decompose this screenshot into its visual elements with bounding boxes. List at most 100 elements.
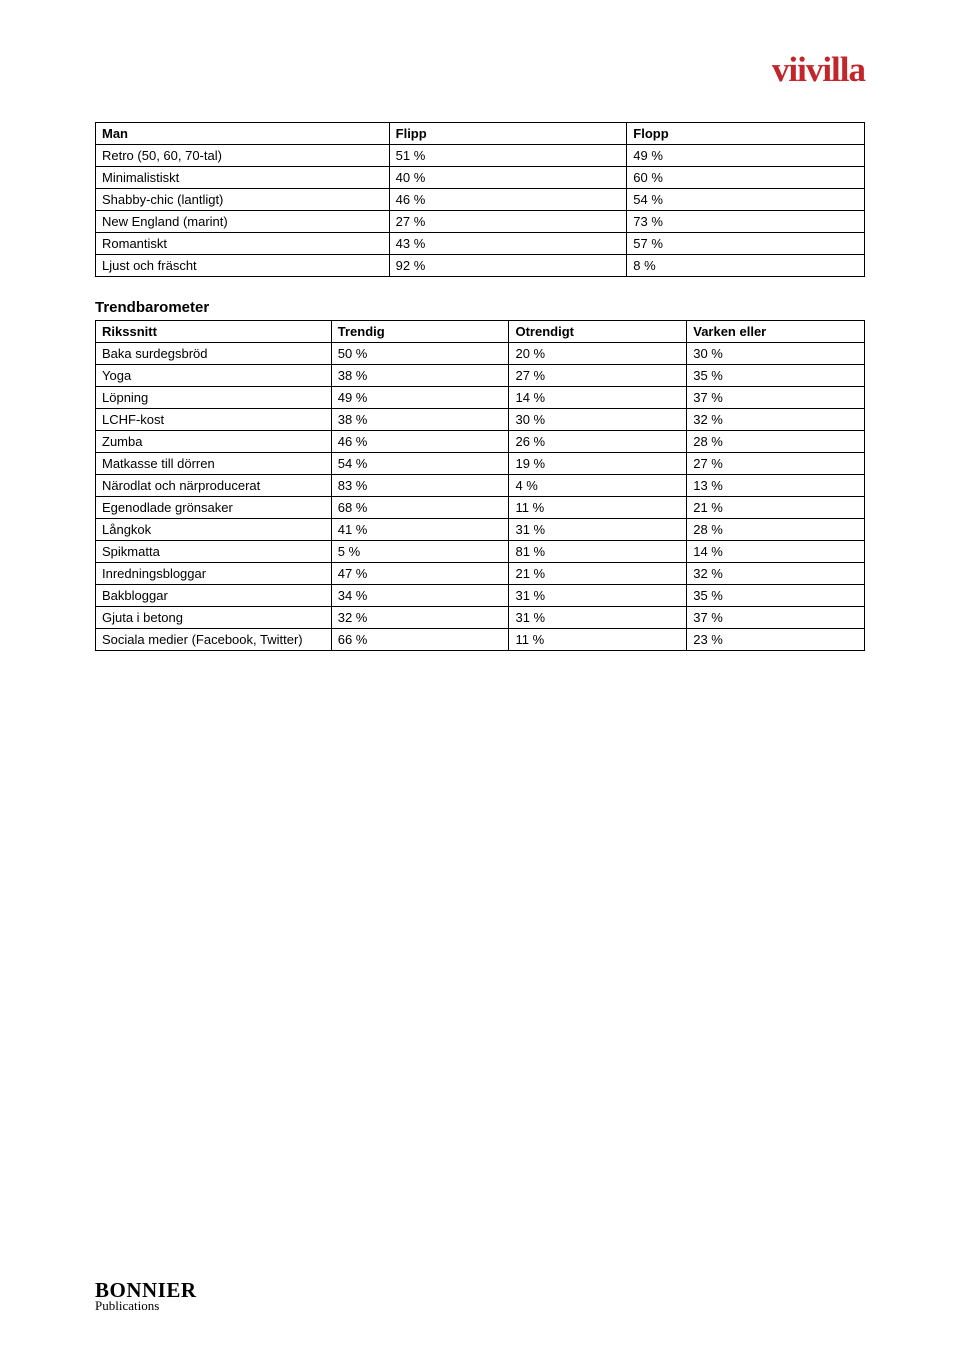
table-row: Spikmatta5 %81 %14 %: [96, 541, 865, 563]
table-cell: Romantiskt: [96, 233, 390, 255]
table-b-col1: Trendig: [331, 321, 509, 343]
table-b-col2: Otrendigt: [509, 321, 687, 343]
table-cell: 21 %: [687, 497, 865, 519]
table-cell: Shabby-chic (lantligt): [96, 189, 390, 211]
table-row: Zumba46 %26 %28 %: [96, 431, 865, 453]
table-row: Yoga38 %27 %35 %: [96, 365, 865, 387]
table-cell: 31 %: [509, 607, 687, 629]
table-row: Baka surdegsbröd50 %20 %30 %: [96, 343, 865, 365]
table-cell: 81 %: [509, 541, 687, 563]
table-cell: 30 %: [687, 343, 865, 365]
table-cell: 21 %: [509, 563, 687, 585]
table-cell: 32 %: [687, 409, 865, 431]
table-cell: 35 %: [687, 365, 865, 387]
table-row: Ljust och fräscht92 %8 %: [96, 255, 865, 277]
table-cell: 30 %: [509, 409, 687, 431]
footer-logo-line2: Publications: [95, 1300, 197, 1312]
table-cell: 32 %: [687, 563, 865, 585]
table-cell: 37 %: [687, 387, 865, 409]
table-cell: 92 %: [389, 255, 627, 277]
table-cell: 28 %: [687, 519, 865, 541]
table-cell: Sociala medier (Facebook, Twitter): [96, 629, 332, 651]
table-cell: 47 %: [331, 563, 509, 585]
table-a-header-row: Man Flipp Flopp: [96, 123, 865, 145]
table-b-header-row: Rikssnitt Trendig Otrendigt Varken eller: [96, 321, 865, 343]
table-cell: 19 %: [509, 453, 687, 475]
table-cell: 73 %: [627, 211, 865, 233]
table-cell: Zumba: [96, 431, 332, 453]
table-cell: 37 %: [687, 607, 865, 629]
table-row: Närodlat och närproducerat83 %4 %13 %: [96, 475, 865, 497]
table-row: New England (marint)27 %73 %: [96, 211, 865, 233]
table-cell: 32 %: [331, 607, 509, 629]
table-cell: 49 %: [627, 145, 865, 167]
table-cell: 38 %: [331, 365, 509, 387]
table-cell: 5 %: [331, 541, 509, 563]
table-cell: Ljust och fräscht: [96, 255, 390, 277]
table-cell: 14 %: [687, 541, 865, 563]
table-b-col3: Varken eller: [687, 321, 865, 343]
table-cell: Löpning: [96, 387, 332, 409]
table-cell: 54 %: [331, 453, 509, 475]
table-cell: Baka surdegsbröd: [96, 343, 332, 365]
table-cell: Yoga: [96, 365, 332, 387]
table-row: Bakbloggar34 %31 %35 %: [96, 585, 865, 607]
table-cell: Gjuta i betong: [96, 607, 332, 629]
table-row: LCHF-kost38 %30 %32 %: [96, 409, 865, 431]
table-cell: 54 %: [627, 189, 865, 211]
table-cell: 46 %: [331, 431, 509, 453]
table-cell: 28 %: [687, 431, 865, 453]
table-cell: 34 %: [331, 585, 509, 607]
table-cell: Inredningsbloggar: [96, 563, 332, 585]
table-cell: 68 %: [331, 497, 509, 519]
table-row: Långkok41 %31 %28 %: [96, 519, 865, 541]
table-row: Minimalistiskt40 %60 %: [96, 167, 865, 189]
content: Man Flipp Flopp Retro (50, 60, 70-tal)51…: [95, 122, 865, 651]
table-cell: 35 %: [687, 585, 865, 607]
table-cell: 26 %: [509, 431, 687, 453]
footer-logo: BONNIER Publications: [95, 1281, 197, 1312]
table-row: Retro (50, 60, 70-tal)51 %49 %: [96, 145, 865, 167]
table-cell: 11 %: [509, 497, 687, 519]
table-cell: Egenodlade grönsaker: [96, 497, 332, 519]
table-row: Matkasse till dörren54 %19 %27 %: [96, 453, 865, 475]
table-cell: LCHF-kost: [96, 409, 332, 431]
table-row: Inredningsbloggar47 %21 %32 %: [96, 563, 865, 585]
table-cell: Matkasse till dörren: [96, 453, 332, 475]
table-row: Egenodlade grönsaker68 %11 %21 %: [96, 497, 865, 519]
table-cell: 27 %: [389, 211, 627, 233]
table-cell: 41 %: [331, 519, 509, 541]
table-a-col1: Flipp: [389, 123, 627, 145]
table-cell: 66 %: [331, 629, 509, 651]
table-cell: 27 %: [509, 365, 687, 387]
table-cell: 83 %: [331, 475, 509, 497]
table-cell: 40 %: [389, 167, 627, 189]
table-cell: 38 %: [331, 409, 509, 431]
table-cell: 50 %: [331, 343, 509, 365]
table-cell: New England (marint): [96, 211, 390, 233]
table-row: Gjuta i betong32 %31 %37 %: [96, 607, 865, 629]
table-man-flipp-flopp: Man Flipp Flopp Retro (50, 60, 70-tal)51…: [95, 122, 865, 277]
table-cell: Långkok: [96, 519, 332, 541]
table-b-col0: Rikssnitt: [96, 321, 332, 343]
table-cell: Minimalistiskt: [96, 167, 390, 189]
table-cell: 8 %: [627, 255, 865, 277]
table-cell: 4 %: [509, 475, 687, 497]
table-cell: 14 %: [509, 387, 687, 409]
table-row: Romantiskt43 %57 %: [96, 233, 865, 255]
table-cell: 49 %: [331, 387, 509, 409]
table-cell: 13 %: [687, 475, 865, 497]
brand-logo: viivilla: [772, 50, 865, 90]
table-row: Shabby-chic (lantligt)46 %54 %: [96, 189, 865, 211]
table-trendbarometer: Rikssnitt Trendig Otrendigt Varken eller…: [95, 320, 865, 651]
table-cell: 31 %: [509, 585, 687, 607]
table-cell: 23 %: [687, 629, 865, 651]
table-cell: Bakbloggar: [96, 585, 332, 607]
table-cell: 27 %: [687, 453, 865, 475]
table-cell: 31 %: [509, 519, 687, 541]
table-cell: 20 %: [509, 343, 687, 365]
trendbarometer-title: Trendbarometer: [95, 277, 865, 320]
table-cell: 60 %: [627, 167, 865, 189]
table-row: Sociala medier (Facebook, Twitter)66 %11…: [96, 629, 865, 651]
table-cell: Närodlat och närproducerat: [96, 475, 332, 497]
